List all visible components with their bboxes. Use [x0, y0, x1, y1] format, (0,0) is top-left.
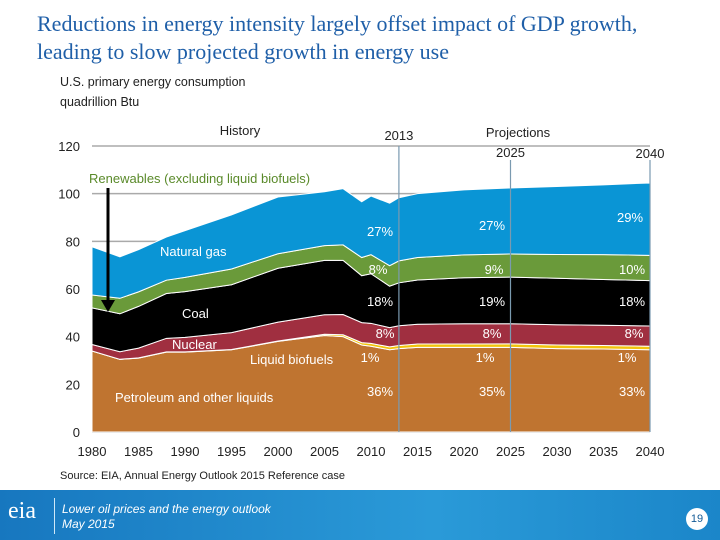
share-label-2025: 27%	[479, 218, 505, 233]
share-label-2025: 8%	[483, 326, 502, 341]
page-number: 19	[686, 508, 708, 530]
marker-label: 2025	[496, 145, 525, 160]
projections-label: Projections	[486, 125, 551, 140]
x-tick-label: 1995	[217, 444, 246, 459]
share-label-2013: 27%	[367, 224, 393, 239]
x-tick-label: 1990	[171, 444, 200, 459]
eia-logo: eia	[8, 498, 36, 524]
footer: eia Lower oil prices and the energy outl…	[0, 490, 720, 540]
x-tick-label: 2010	[357, 444, 386, 459]
footer-title: Lower oil prices and the energy outlook	[62, 502, 271, 516]
series-label: Nuclear	[172, 337, 217, 352]
footer-date: May 2015	[62, 517, 115, 531]
y-tick-label: 0	[73, 425, 80, 440]
x-tick-label: 2040	[636, 444, 665, 459]
share-label-2025: 1%	[476, 350, 495, 365]
y-tick-label: 100	[58, 187, 80, 202]
share-label-2013: 36%	[367, 384, 393, 399]
y-tick-label: 20	[66, 377, 80, 392]
share-label-2013: 8%	[376, 326, 395, 341]
x-tick-label: 2000	[264, 444, 293, 459]
y-tick-label: 120	[58, 139, 80, 154]
history-label: History	[220, 123, 261, 138]
series-label: Renewables (excluding liquid biofuels)	[89, 171, 310, 186]
share-label-2040: 29%	[617, 210, 643, 225]
series-label: Coal	[182, 306, 209, 321]
arrow-head	[101, 300, 115, 312]
footer-divider	[54, 498, 55, 534]
share-label-2025: 9%	[485, 262, 504, 277]
share-label-2040: 33%	[619, 384, 645, 399]
share-label-2025: 35%	[479, 384, 505, 399]
x-tick-label: 2035	[589, 444, 618, 459]
marker-label: 2013	[384, 128, 413, 143]
share-label-2013: 18%	[367, 294, 393, 309]
x-tick-label: 2015	[403, 444, 432, 459]
series-label: Liquid biofuels	[250, 352, 334, 367]
source-note: Source: EIA, Annual Energy Outlook 2015 …	[60, 470, 345, 482]
x-tick-label: 1980	[78, 444, 107, 459]
y-tick-label: 40	[66, 330, 80, 345]
chart-subtitle: U.S. primary energy consumption	[60, 75, 246, 89]
share-label-2013: 8%	[369, 262, 388, 277]
share-label-2040: 8%	[625, 326, 644, 341]
x-tick-label: 2030	[543, 444, 572, 459]
slide-title: Reductions in energy intensity largely o…	[37, 11, 638, 64]
y-tick-label: 60	[66, 282, 80, 297]
share-label-2040: 10%	[619, 262, 645, 277]
share-label-2040: 18%	[619, 294, 645, 309]
chart-unit: quadrillion Btu	[60, 95, 140, 109]
x-tick-label: 2020	[450, 444, 479, 459]
y-tick-label: 80	[66, 234, 80, 249]
x-tick-label: 2025	[496, 444, 525, 459]
marker-label: 2040	[636, 146, 665, 161]
share-label-2013: 1%	[361, 350, 380, 365]
x-tick-label: 1985	[124, 444, 153, 459]
x-tick-label: 2005	[310, 444, 339, 459]
share-label-2040: 1%	[618, 350, 637, 365]
share-label-2025: 19%	[479, 294, 505, 309]
series-label: Petroleum and other liquids	[115, 390, 274, 405]
series-label: Natural gas	[160, 244, 227, 259]
